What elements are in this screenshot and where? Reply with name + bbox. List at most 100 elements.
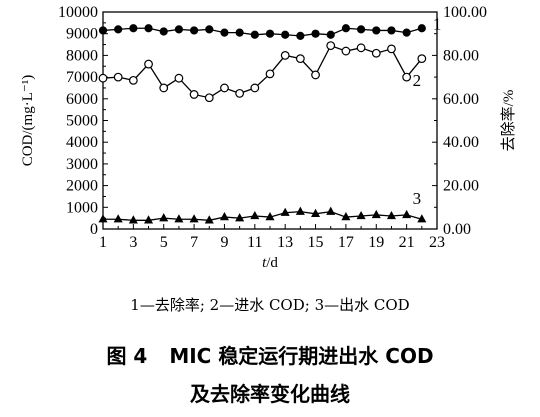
x-axis-title: t/d: [262, 255, 278, 271]
series-2-point: [280, 51, 290, 60]
x-tick-label: 19: [368, 234, 384, 251]
series-2-point: [235, 88, 245, 98]
series-3-label: 3: [413, 189, 422, 208]
series-2-point: [98, 73, 108, 83]
series-1-line: [102, 27, 422, 37]
cod-chart: 1 3 5 7 9 11 13 15 17 19 21 23010002000300040005000…: [20, 4, 517, 271]
series-3-point: [311, 208, 321, 218]
series-1-label: 1: [433, 14, 442, 33]
series-1-point: [356, 25, 366, 34]
y-right-tick-label: 20.00: [443, 178, 479, 195]
series-2-point: [189, 90, 199, 99]
series-2-point: [159, 83, 169, 93]
y-left-tick-label: 0: [90, 221, 98, 238]
x-tick-label: 3: [129, 234, 137, 251]
series-1-point: [189, 26, 199, 35]
series-3-point: [235, 213, 245, 222]
series-1-point: [372, 26, 381, 35]
series-3-point: [295, 206, 305, 215]
series-1-point: [114, 25, 123, 34]
series-3-point: [402, 209, 412, 219]
x-tick-label: 17: [338, 234, 354, 251]
x-tick-label: 11: [247, 234, 262, 251]
x-tick-label: 13: [277, 234, 293, 251]
series-2-point: [311, 70, 320, 80]
y-right-tick-label: 100.00: [443, 4, 487, 21]
x-tick-label: 9: [220, 234, 228, 251]
x-tick-label: 7: [190, 234, 198, 251]
series-3-point: [280, 207, 290, 216]
series-1-point: [281, 30, 290, 39]
y-right-axis-title: 去除率/%: [500, 90, 517, 152]
x-tick-label: 15: [308, 234, 324, 251]
series-2-point: [250, 83, 260, 93]
series-3-point: [98, 214, 108, 223]
series-2-point: [402, 72, 412, 82]
series-1-point: [174, 25, 184, 34]
series-3-point: [250, 210, 260, 220]
series-2-point: [128, 75, 138, 85]
series-2-point: [341, 46, 351, 56]
series-2-line: [102, 44, 423, 99]
series-3-point: [189, 214, 199, 223]
series-1-point: [250, 30, 259, 39]
series-3-point: [417, 214, 427, 223]
series-3-point: [341, 212, 351, 221]
series-3-point: [204, 215, 214, 224]
series-1-point: [129, 24, 138, 33]
series-3-point: [386, 210, 396, 220]
y-left-tick-label: 9000: [66, 26, 98, 43]
figure-caption-line-1: 图 4 MIC 稳定运行期进出水 COD: [0, 340, 540, 369]
series-3-point: [219, 212, 229, 221]
x-tick-label: 23: [429, 234, 445, 251]
y-right-tick-label: 40.00: [443, 134, 479, 151]
series-1-point: [159, 27, 168, 36]
series-1-point: [144, 24, 153, 33]
series-2-point: [356, 43, 366, 53]
y-left-tick-label: 5000: [66, 113, 98, 130]
y-left-tick-label: 6000: [66, 91, 98, 108]
series-3-point: [371, 209, 381, 219]
y-left-tick-label: 1000: [66, 199, 98, 216]
series-2-point: [265, 69, 275, 79]
series-3-point: [144, 215, 154, 224]
series-1-point: [220, 28, 229, 37]
y-right-tick-label: 60.00: [443, 91, 479, 108]
y-left-tick-label: 8000: [66, 47, 98, 64]
y-left-axis-title: COD/(mg·L⁻¹): [20, 75, 36, 167]
series-2-point: [220, 83, 229, 93]
series-2-point: [113, 72, 123, 82]
series-1-point: [326, 30, 335, 39]
series-2-point: [326, 41, 336, 51]
series-1-point: [341, 24, 351, 33]
series-1-point: [311, 29, 320, 38]
x-tick-label: 1: [99, 234, 107, 251]
y-left-tick-label: 4000: [66, 134, 98, 151]
series-1-point: [417, 24, 426, 33]
x-tick-label: 21: [399, 234, 415, 251]
series-1-point: [402, 28, 411, 37]
plot-frame: [102, 11, 438, 230]
figure-caption-line-2: 及去除率变化曲线: [190, 382, 350, 406]
series-2-point: [204, 93, 214, 103]
series-2-label: 2: [413, 71, 422, 90]
y-right-tick-label: 80.00: [443, 47, 479, 64]
x-tick-label: 5: [160, 234, 168, 251]
series-2-point: [295, 54, 305, 64]
series-3-point: [174, 214, 184, 223]
series-3-point: [356, 210, 366, 220]
y-right-tick-label: 0.00: [443, 221, 471, 238]
series-3-point: [265, 212, 275, 221]
series-1-point: [98, 26, 108, 35]
series-3-point: [159, 213, 169, 222]
series-3-point: [113, 214, 123, 223]
series-1-point: [235, 28, 244, 37]
figure-caption-title: MIC 稳定运行期进出水 COD: [169, 344, 434, 368]
figure-number: 图 4: [106, 344, 148, 368]
series-1-point: [296, 31, 305, 40]
series-2-point: [387, 44, 396, 54]
series-2-point: [371, 48, 381, 58]
series-3-line: [103, 210, 422, 221]
series-1-point: [387, 26, 396, 35]
y-left-tick-label: 3000: [66, 156, 98, 173]
